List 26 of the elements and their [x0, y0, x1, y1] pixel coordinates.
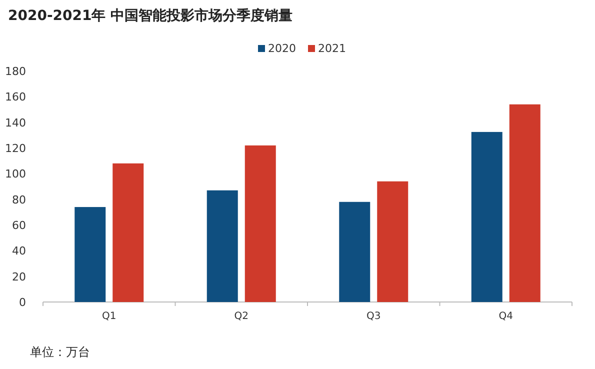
- legend-label: 2021: [318, 42, 346, 55]
- y-tick-label: 80: [12, 193, 26, 206]
- x-tick-label: Q4: [498, 311, 513, 322]
- x-tick-label: Q2: [234, 311, 248, 322]
- bar: [206, 190, 238, 302]
- bar: [377, 181, 408, 302]
- y-tick-label: 0: [19, 296, 26, 309]
- y-tick-label: 60: [12, 219, 26, 232]
- y-tick-label: 160: [5, 90, 26, 104]
- y-tick-label: 40: [12, 244, 26, 258]
- y-tick-label: 140: [5, 116, 26, 130]
- y-tick-label: 180: [5, 65, 26, 78]
- x-tick-label: Q1: [102, 311, 116, 322]
- y-tick-label: 20: [12, 270, 26, 284]
- legend-label: 2020: [268, 42, 296, 55]
- bar: [339, 202, 370, 302]
- bar: [509, 104, 540, 302]
- bar: [74, 207, 106, 302]
- chart-title: 2020-2021年 中国智能投影市场分季度销量: [8, 7, 293, 24]
- y-tick-label: 100: [5, 168, 26, 181]
- bar: [471, 132, 502, 302]
- text: 单位：万台: [30, 345, 90, 359]
- y-tick-label: 120: [5, 142, 26, 155]
- bar: [112, 163, 144, 302]
- x-tick-label: Q3: [366, 311, 381, 322]
- bar: [244, 145, 276, 302]
